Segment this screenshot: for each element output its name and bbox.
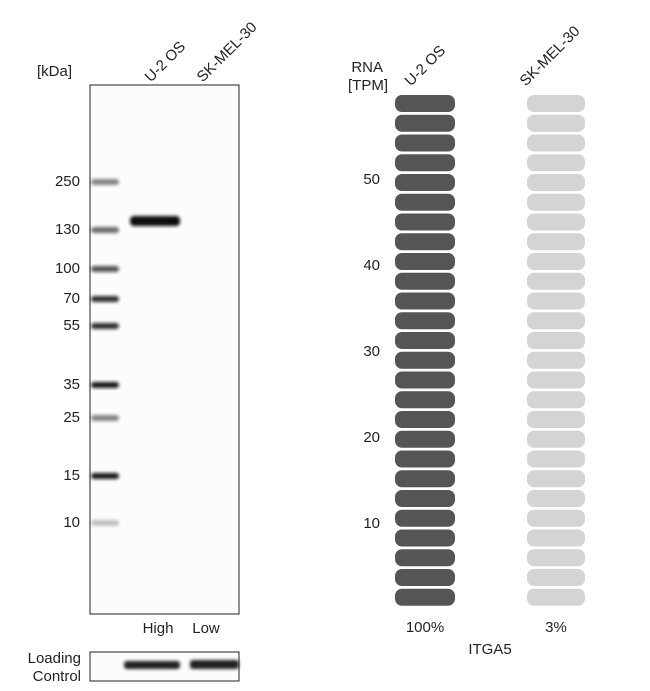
rna-pill	[395, 490, 455, 507]
rna-pill	[527, 134, 585, 152]
rna-pill	[527, 430, 585, 448]
marker-label: 10	[63, 514, 80, 531]
rna-pill	[527, 213, 585, 231]
rna-axis-label: RNA	[351, 59, 383, 76]
rna-pill	[527, 154, 585, 172]
rna-pill	[527, 529, 585, 547]
rna-pill	[395, 292, 455, 310]
rna-tick-label: 50	[363, 171, 380, 188]
rna-pill	[395, 588, 455, 606]
marker-label: 250	[55, 173, 80, 190]
rna-pill	[527, 312, 585, 330]
rna-pill	[395, 332, 455, 349]
rna-pill	[527, 332, 585, 349]
rna-tick-label: 20	[363, 429, 380, 446]
rna-pill	[395, 193, 455, 211]
band	[130, 216, 180, 226]
loading-band	[124, 661, 180, 669]
marker-band	[91, 227, 119, 233]
lane-label: U-2 OS	[142, 38, 189, 85]
rna-pill	[395, 391, 455, 409]
marker-band	[91, 473, 119, 479]
rna-pill	[527, 588, 585, 606]
rna-pill	[395, 509, 455, 527]
loading-label: Control	[33, 668, 81, 685]
rna-pill	[395, 213, 455, 231]
rna-pill	[395, 450, 455, 468]
rna-pill	[527, 114, 585, 132]
rna-pill	[395, 272, 455, 290]
rna-lane-label: U-2 OS	[402, 42, 449, 89]
rna-pill	[395, 470, 455, 488]
marker-band	[91, 296, 119, 302]
marker-label: 55	[63, 317, 80, 334]
rna-axis-label: [TPM]	[348, 77, 388, 94]
rna-pill	[395, 411, 455, 428]
rna-pill	[527, 509, 585, 527]
rna-lane-label: SK-MEL-30	[517, 23, 584, 90]
rna-pill	[395, 174, 455, 191]
marker-label: 70	[63, 290, 80, 307]
level-label: Low	[192, 620, 220, 637]
rna-pill	[395, 253, 455, 270]
marker-band	[91, 382, 119, 388]
percentage: 3%	[545, 619, 567, 636]
rna-pill	[527, 411, 585, 428]
rna-pill	[395, 549, 455, 567]
loading-label: Loading	[28, 650, 81, 667]
rna-pill	[527, 371, 585, 389]
rna-pill	[395, 134, 455, 152]
rna-pill	[395, 430, 455, 448]
rna-pill	[395, 114, 455, 132]
marker-label: 15	[63, 467, 80, 484]
gene-name: ITGA5	[468, 641, 511, 658]
percentage: 100%	[406, 619, 444, 636]
marker-label: 100	[55, 260, 80, 277]
rna-pill	[395, 312, 455, 330]
rna-pill	[395, 569, 455, 586]
rna-pill	[527, 490, 585, 507]
rna-tick-label: 40	[363, 257, 380, 274]
rna-pill	[395, 529, 455, 547]
rna-pill	[527, 391, 585, 409]
rna-pill	[395, 233, 455, 251]
rna-pill	[527, 450, 585, 468]
unit-label: [kDa]	[37, 63, 72, 80]
marker-label: 35	[63, 376, 80, 393]
rna-pill	[527, 292, 585, 310]
rna-pill	[395, 351, 455, 369]
rna-pill	[395, 154, 455, 172]
lane-label: SK-MEL-30	[194, 19, 261, 86]
rna-tick-label: 10	[363, 515, 380, 532]
marker-label: 130	[55, 221, 80, 238]
rna-tick-label: 30	[363, 343, 380, 360]
rna-pill	[527, 351, 585, 369]
marker-band	[91, 520, 119, 526]
rna-pill	[527, 174, 585, 191]
rna-pill	[527, 569, 585, 586]
marker-label: 25	[63, 409, 80, 426]
rna-pill	[527, 233, 585, 251]
rna-pill	[527, 272, 585, 290]
marker-band	[91, 179, 119, 185]
rna-pill	[395, 371, 455, 389]
rna-pill	[527, 95, 585, 112]
loading-band	[190, 660, 239, 669]
rna-pill	[527, 549, 585, 567]
rna-pill	[527, 193, 585, 211]
blot-membrane	[89, 84, 240, 615]
level-label: High	[143, 620, 174, 637]
rna-pill	[527, 470, 585, 488]
marker-band	[91, 323, 119, 329]
rna-pill	[527, 253, 585, 270]
rna-pill	[395, 95, 455, 112]
marker-band	[91, 266, 119, 272]
marker-band	[91, 415, 119, 421]
